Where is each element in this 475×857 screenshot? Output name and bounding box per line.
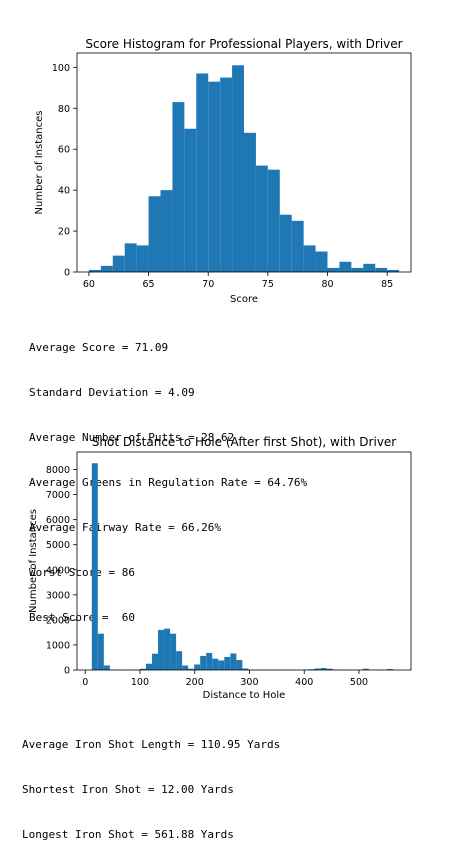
stat-average-score: Average Score = 71.09 [29,340,307,355]
x-tick-label: 75 [262,279,274,290]
histogram-bar [146,664,152,670]
y-tick-label: 4000 [46,565,70,576]
histogram-bar [236,660,242,670]
x-tick-label: 100 [131,677,149,688]
y-tick-label: 60 [58,145,70,156]
histogram-bar [172,102,184,272]
histogram-bar [218,660,224,670]
histogram-bar [182,665,188,670]
histogram-bar [98,634,104,670]
iron-shot-stats-block: Average Iron Shot Length = 110.95 Yards … [22,707,280,857]
histogram-bar [137,245,149,272]
y-axis-label: Number of Instances [34,111,45,215]
histogram-bar [230,653,236,670]
y-tick-label: 2000 [46,615,70,626]
distance-histogram-chart: Shot Distance to Hole (After first Shot)… [0,430,475,710]
y-tick-label: 7000 [46,490,70,501]
histogram-bar [92,463,98,670]
x-tick-label: 85 [381,279,393,290]
histogram-bar [161,190,173,272]
x-tick-label: 500 [350,677,368,688]
histogram-bar [224,657,230,670]
histogram-bar [268,170,280,272]
histogram-bar [292,221,304,272]
histogram-bar [280,215,292,272]
x-tick-label: 60 [83,279,95,290]
score-histogram-chart: Score Histogram for Professional Players… [0,28,475,313]
histogram-bar [328,268,340,272]
histogram-bar [149,196,161,272]
x-axis-label: Distance to Hole [203,690,286,701]
y-tick-label: 0 [64,268,70,279]
stat-standard-deviation: Standard Deviation = 4.09 [29,385,307,400]
x-tick-label: 0 [82,677,88,688]
y-tick-label: 40 [58,186,70,197]
stat-average-iron-shot: Average Iron Shot Length = 110.95 Yards [22,737,280,752]
y-tick-label: 5000 [46,540,70,551]
histogram-bar [212,659,218,670]
histogram-bar [170,634,176,670]
stat-longest-iron-shot: Longest Iron Shot = 561.88 Yards [22,827,280,842]
x-tick-label: 65 [143,279,155,290]
chart-title: Score Histogram for Professional Players… [85,37,402,51]
histogram-bar [184,129,196,272]
x-tick-label: 400 [295,677,313,688]
histogram-bar [232,65,244,272]
histogram-bar [158,630,164,670]
histogram-bar [363,264,375,272]
histogram-bar [244,133,256,272]
y-tick-label: 0 [64,666,70,677]
histogram-bar [208,82,220,272]
histogram-bar [113,256,125,272]
histogram-bar [256,166,268,272]
y-tick-label: 6000 [46,515,70,526]
y-tick-label: 100 [52,63,70,74]
histogram-bar [125,243,137,272]
histogram-bar [206,653,212,670]
histogram-bar [104,665,110,670]
y-tick-label: 20 [58,227,70,238]
chart-title: Shot Distance to Hole (After first Shot)… [92,435,397,449]
x-tick-label: 300 [240,677,258,688]
histogram-bar [164,629,170,670]
histogram-bar [304,245,316,272]
histogram-bar [152,654,158,670]
histogram-bar [220,78,232,272]
stat-shortest-iron-shot: Shortest Iron Shot = 12.00 Yards [22,782,280,797]
histogram-bar [194,664,200,670]
x-tick-label: 70 [202,279,214,290]
y-tick-label: 3000 [46,590,70,601]
histogram-bar [339,262,351,272]
x-axis-label: Score [230,294,258,305]
x-tick-label: 80 [321,279,333,290]
x-tick-label: 200 [186,677,204,688]
histogram-bar [200,656,206,670]
y-tick-label: 1000 [46,640,70,651]
plot-frame [77,452,411,670]
histogram-bar [101,266,113,272]
histogram-bar [196,73,208,272]
histogram-bar [316,252,328,272]
y-tick-label: 80 [58,104,70,115]
histogram-bar [176,651,182,670]
histogram-bar [351,268,363,272]
y-axis-label: Number of Instances [28,509,39,613]
histogram-bar [375,268,387,272]
y-tick-label: 8000 [46,465,70,476]
